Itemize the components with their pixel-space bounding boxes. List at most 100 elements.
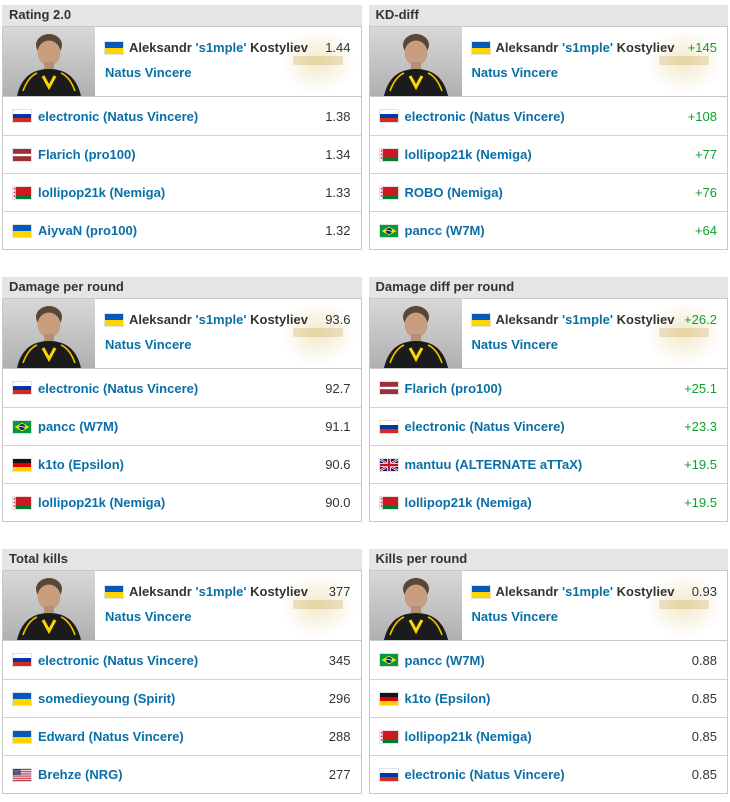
flag-ru-icon <box>379 420 398 433</box>
team-link[interactable]: W7M <box>446 653 485 668</box>
player-link[interactable]: lollipop21k <box>404 147 473 162</box>
player-link[interactable]: electronic <box>404 419 466 434</box>
player-and-team: k1to Epsilon <box>405 691 491 706</box>
player-row: electronic Natus Vincere 92.7 <box>3 369 361 407</box>
player-link[interactable]: pancc <box>404 652 443 668</box>
flag-ua-icon <box>13 224 31 237</box>
player-and-team: Brehze NRG <box>38 767 123 782</box>
featured-stat-value: +145 <box>687 40 717 55</box>
player-row: AiyvaN pro100 1.32 <box>3 211 361 249</box>
player-and-team: electronic Natus Vincere <box>38 653 198 668</box>
featured-team-link[interactable]: Natus Vincere <box>105 609 192 624</box>
team-link[interactable]: Natus Vincere <box>470 109 565 124</box>
team-link[interactable]: pro100 <box>84 147 135 162</box>
player-row: Edward Natus Vincere 288 <box>3 717 361 755</box>
player-link[interactable]: pancc <box>38 419 76 434</box>
team-link[interactable]: ALTERNATE aTTaX <box>455 457 582 472</box>
stat-value: +108 <box>687 108 717 124</box>
flag-br-icon <box>379 224 398 237</box>
flag-ua-icon <box>105 313 123 326</box>
panel-kills-per-round: Kills per round <box>368 549 728 794</box>
stat-value: 90.6 <box>325 457 351 472</box>
featured-player-card[interactable]: Aleksandr s1mple Kostyliev 0.93 Natus Vi… <box>368 570 728 641</box>
team-link[interactable]: Natus Vincere <box>103 109 198 124</box>
team-link[interactable]: NRG <box>85 767 123 782</box>
team-link[interactable]: Natus Vincere <box>103 653 198 668</box>
player-link[interactable]: Flarich <box>404 380 448 396</box>
featured-stat-value: 0.93 <box>691 584 717 599</box>
team-link[interactable]: Nemiga <box>110 495 166 510</box>
featured-team-link[interactable]: Natus Vincere <box>471 65 558 80</box>
stat-value: +76 <box>694 185 717 200</box>
player-link[interactable]: k1to <box>38 457 65 472</box>
team-link[interactable]: W7M <box>79 419 118 434</box>
player-link[interactable]: electronic <box>38 380 100 396</box>
flag-de-icon <box>13 458 31 471</box>
player-link[interactable]: Brehze <box>38 767 82 782</box>
flag-ua-icon <box>471 585 490 598</box>
team-link[interactable]: pro100 <box>451 381 502 396</box>
player-last-name: Kostyliev <box>616 584 675 599</box>
team-link[interactable]: Natus Vincere <box>470 419 565 434</box>
featured-team-link[interactable]: Natus Vincere <box>105 337 192 352</box>
player-and-team: pancc W7M <box>405 653 485 668</box>
featured-player-card[interactable]: Aleksandr s1mple Kostyliev +145 Natus Vi… <box>368 26 728 97</box>
player-link[interactable]: lollipop21k <box>38 185 106 200</box>
team-link[interactable]: Nemiga <box>476 495 532 510</box>
player-link[interactable]: AiyvaN <box>38 223 83 238</box>
player-and-team: mantuu ALTERNATE aTTaX <box>405 457 583 472</box>
player-row: mantuu ALTERNATE aTTaX +19.5 <box>369 445 727 483</box>
player-last-name: Kostyliev <box>616 40 675 55</box>
featured-player-name: Aleksandr s1mple Kostyliev <box>129 40 308 55</box>
team-link[interactable]: Nemiga <box>447 185 503 200</box>
featured-team-link[interactable]: Natus Vincere <box>471 337 558 352</box>
featured-team-link[interactable]: Natus Vincere <box>471 609 558 624</box>
player-link[interactable]: electronic <box>38 108 100 124</box>
flag-ru-icon <box>13 654 31 666</box>
player-link[interactable]: lollipop21k <box>38 495 106 510</box>
flag-ua-icon <box>471 41 490 54</box>
flag-by-icon <box>379 148 398 161</box>
featured-player-card[interactable]: Aleksandr s1mple Kostyliev 93.6 Natus Vi… <box>2 298 362 369</box>
team-link[interactable]: Spirit <box>133 691 175 706</box>
flag-gb-icon <box>379 458 398 471</box>
player-photo <box>3 27 95 96</box>
team-link[interactable]: Nemiga <box>476 147 532 162</box>
player-link[interactable]: somedieyoung <box>38 691 130 706</box>
player-link[interactable]: electronic <box>404 108 466 124</box>
player-link[interactable]: ROBO <box>404 185 444 200</box>
featured-player-card[interactable]: Aleksandr s1mple Kostyliev 377 Natus Vin… <box>2 570 362 641</box>
stat-value: +19.5 <box>684 457 717 472</box>
team-link[interactable]: Nemiga <box>110 185 166 200</box>
team-link[interactable]: Natus Vincere <box>470 767 565 782</box>
player-last-name: Kostyliev <box>616 312 675 327</box>
player-link[interactable]: k1to <box>404 691 432 706</box>
panel-damage-per-round: Damage per round <box>2 277 362 522</box>
team-link[interactable]: pro100 <box>86 223 137 238</box>
player-and-team: lollipop21k Nemiga <box>38 185 165 200</box>
player-link[interactable]: Edward <box>38 729 85 744</box>
team-link[interactable]: Natus Vincere <box>103 381 198 396</box>
featured-player-card[interactable]: Aleksandr s1mple Kostyliev +26.2 Natus V… <box>368 298 728 369</box>
player-link[interactable]: electronic <box>38 652 100 668</box>
team-link[interactable]: Nemiga <box>476 729 532 744</box>
player-link[interactable]: lollipop21k <box>404 495 473 510</box>
panel-rating-2-0: Rating 2.0 <box>2 5 362 250</box>
player-row: ROBO Nemiga +76 <box>369 173 727 211</box>
player-link[interactable]: lollipop21k <box>404 729 473 744</box>
featured-team-link[interactable]: Natus Vincere <box>105 65 192 80</box>
team-link[interactable]: Natus Vincere <box>89 729 184 744</box>
player-row: lollipop21k Nemiga 90.0 <box>3 483 361 521</box>
leaderboard: electronic Natus Vincere 1.38 Flarich pr… <box>2 97 362 250</box>
team-link[interactable]: W7M <box>446 223 485 238</box>
featured-player-card[interactable]: Aleksandr s1mple Kostyliev 1.44 Natus Vi… <box>2 26 362 97</box>
player-link[interactable]: mantuu <box>404 457 452 472</box>
player-link[interactable]: pancc <box>404 223 443 238</box>
team-link[interactable]: Epsilon <box>68 457 124 472</box>
player-and-team: pancc W7M <box>405 223 485 238</box>
team-link[interactable]: Epsilon <box>435 691 491 706</box>
featured-player-name: Aleksandr s1mple Kostyliev <box>129 312 308 327</box>
player-link[interactable]: electronic <box>404 767 466 782</box>
player-row: Flarich pro100 +25.1 <box>369 369 727 407</box>
player-link[interactable]: Flarich <box>38 147 81 162</box>
